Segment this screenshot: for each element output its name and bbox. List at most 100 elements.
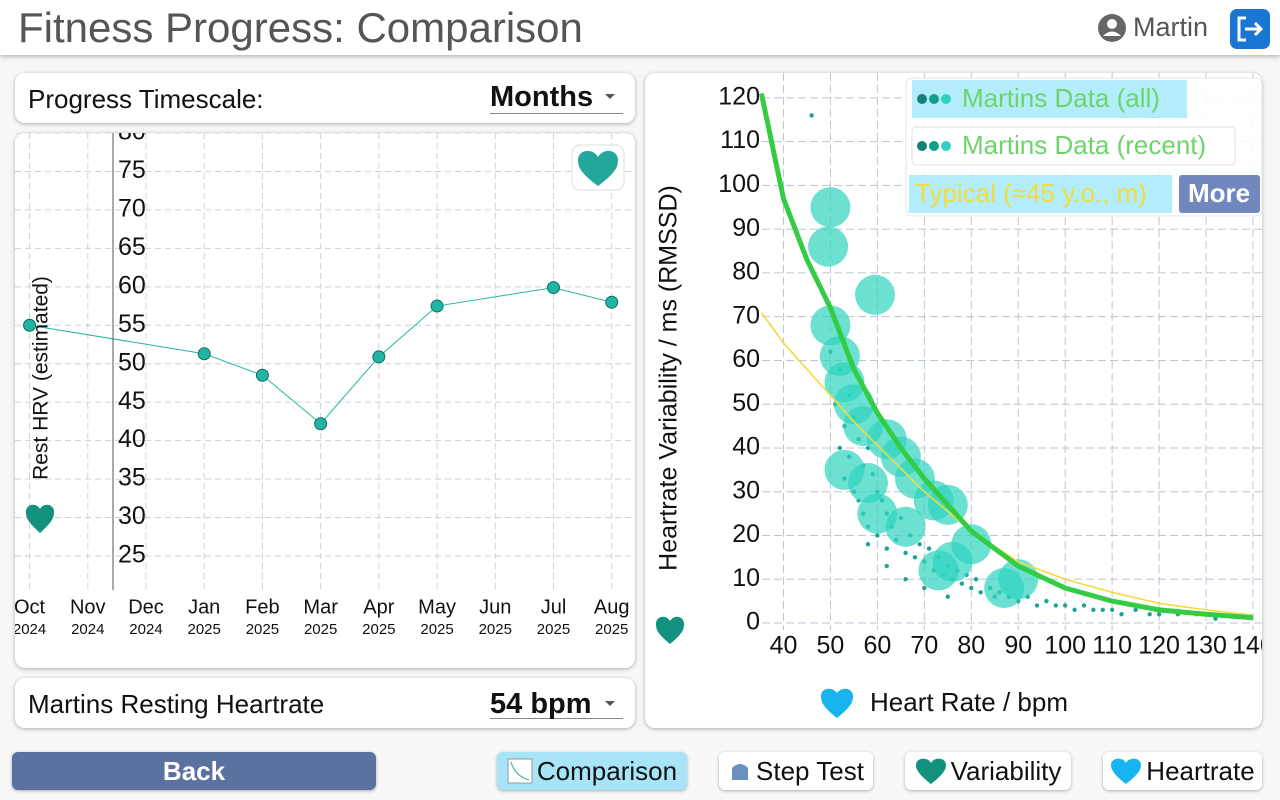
dropdown-arrow bbox=[605, 701, 615, 706]
y-tick-label: 60 bbox=[118, 271, 146, 299]
data-line bbox=[761, 312, 1254, 616]
data-point bbox=[546, 281, 560, 295]
data-line bbox=[29, 287, 612, 425]
logout-button[interactable] bbox=[1229, 8, 1271, 50]
data-point bbox=[837, 445, 843, 451]
y-tick-label: 70 bbox=[118, 195, 146, 223]
data-point bbox=[903, 577, 908, 582]
y-tick-label: 40 bbox=[118, 425, 146, 453]
y-tick-label: 0 bbox=[746, 608, 760, 636]
data-point bbox=[959, 581, 965, 586]
button-label: Variability bbox=[950, 755, 1062, 786]
button-label: Heartrate bbox=[1146, 755, 1255, 786]
data-point bbox=[912, 555, 918, 560]
icon bbox=[1111, 758, 1142, 784]
page-title: Fitness Progress: Comparison bbox=[18, 4, 583, 51]
resting-panel: Martins Resting Heartrate 54 bpm bbox=[15, 678, 635, 728]
x-tick-year: 2025 bbox=[537, 621, 570, 638]
icon bbox=[732, 764, 749, 780]
x-tick-label: Nov bbox=[70, 596, 106, 618]
x-tick-year: 2025 bbox=[362, 621, 395, 638]
data-point bbox=[1081, 603, 1087, 608]
data-point bbox=[969, 585, 974, 591]
recent-point bbox=[810, 187, 851, 228]
timescale-value: Months bbox=[490, 81, 594, 113]
recent-point bbox=[855, 274, 896, 315]
timescale-dropdown[interactable]: Months bbox=[490, 79, 623, 114]
y-tick-label: 60 bbox=[732, 345, 760, 373]
x-tick-label: 110 bbox=[1092, 632, 1132, 660]
step-test-button[interactable]: Step Test bbox=[719, 752, 873, 790]
data-point bbox=[1119, 612, 1124, 617]
header: Fitness Progress: Comparison Martin bbox=[0, 0, 1280, 55]
resting-dropdown[interactable]: 54 bpm bbox=[490, 684, 623, 720]
y-tick-label: 65 bbox=[118, 233, 146, 261]
dropdown-arrow bbox=[605, 94, 615, 99]
user-icon bbox=[1098, 14, 1126, 42]
data-point bbox=[945, 594, 951, 599]
x-tick-label: Apr bbox=[363, 596, 394, 618]
y-tick-label: 120 bbox=[718, 82, 760, 110]
data-point bbox=[875, 533, 880, 538]
y-tick-label: 55 bbox=[118, 310, 146, 338]
y-tick-label: 110 bbox=[720, 126, 760, 154]
variability-button[interactable]: Variability bbox=[905, 752, 1071, 790]
data-point bbox=[1072, 607, 1077, 613]
y-tick-label: 10 bbox=[732, 564, 760, 592]
data-point bbox=[372, 350, 386, 364]
data-point bbox=[1100, 607, 1105, 613]
x-tick-year: 2025 bbox=[304, 621, 337, 638]
x-tick-label: 80 bbox=[957, 632, 985, 660]
data-point bbox=[430, 299, 444, 313]
data-point bbox=[926, 546, 932, 551]
data-point bbox=[884, 563, 889, 569]
user-name: Martin bbox=[1133, 12, 1209, 42]
data-point bbox=[973, 577, 979, 582]
x-tick-year: 2024 bbox=[129, 621, 162, 638]
x-tick-label: Jun bbox=[479, 596, 511, 618]
recent-point bbox=[847, 462, 888, 503]
data-point bbox=[1133, 607, 1138, 613]
x-tick-label: 130 bbox=[1185, 632, 1227, 660]
x-tick-label: 140 bbox=[1232, 632, 1274, 660]
left-chart: 25 30 35 40 45 50 55 60 65 70 75 80 Oct 2024 Nov 2024 De… bbox=[15, 118, 635, 638]
recent-point bbox=[951, 524, 992, 565]
x-tick-label: Dec bbox=[128, 596, 164, 618]
x-tick-label: 70 bbox=[910, 632, 938, 660]
y-tick-label: 90 bbox=[732, 214, 760, 242]
y-tick-label: 80 bbox=[118, 118, 146, 146]
heartrate-button[interactable]: Heartrate bbox=[1103, 752, 1262, 790]
data-point bbox=[1034, 603, 1040, 608]
y-tick-label: 45 bbox=[118, 387, 146, 415]
data-point bbox=[197, 347, 211, 361]
y-tick-label: 20 bbox=[732, 520, 760, 548]
left-chart-panel bbox=[15, 133, 635, 668]
comparison-button[interactable]: Comparison bbox=[497, 752, 687, 790]
y-tick-label: 30 bbox=[118, 502, 146, 530]
x-tick-label: Jan bbox=[188, 596, 220, 618]
resting-value: 54 bpm bbox=[490, 688, 592, 720]
data-point bbox=[884, 546, 889, 551]
data-point bbox=[23, 318, 37, 332]
x-tick-label: Jul bbox=[541, 596, 567, 618]
data-line bbox=[758, 92, 1254, 621]
timescale-label: Progress Timescale: bbox=[28, 84, 264, 114]
x-tick-year: 2025 bbox=[595, 621, 628, 638]
y-tick-label: 25 bbox=[118, 541, 146, 569]
x-tick-label: 120 bbox=[1138, 632, 1180, 660]
data-point bbox=[922, 585, 927, 591]
data-point bbox=[1156, 612, 1162, 617]
x-tick-label: Feb bbox=[245, 596, 279, 618]
x-tick-year: 2024 bbox=[71, 621, 104, 638]
data-point bbox=[605, 295, 619, 309]
x-tick-label: 60 bbox=[863, 632, 891, 660]
back-button[interactable]: Back bbox=[12, 752, 376, 790]
button-label: Step Test bbox=[756, 755, 864, 786]
x-tick-year: 2025 bbox=[479, 621, 512, 638]
y-tick-label: 75 bbox=[118, 156, 146, 184]
data-point bbox=[1062, 603, 1068, 608]
y-tick-label: 80 bbox=[732, 258, 760, 286]
x-tick-label: 40 bbox=[770, 632, 798, 660]
